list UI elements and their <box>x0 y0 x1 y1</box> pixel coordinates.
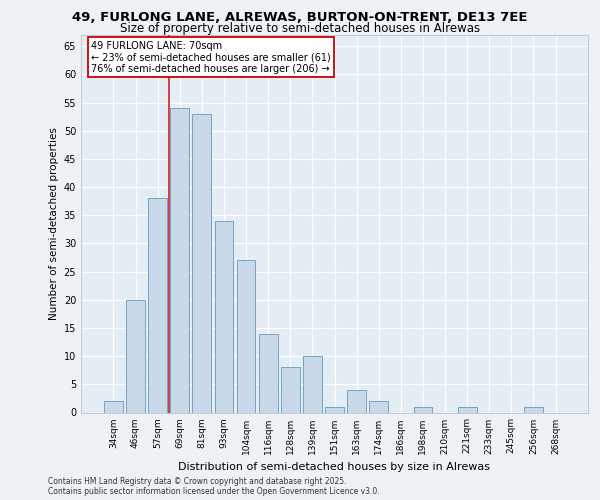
Bar <box>370 401 388 412</box>
Bar <box>215 221 233 412</box>
Bar <box>104 401 123 412</box>
Bar <box>303 356 322 412</box>
Bar <box>148 198 167 412</box>
Bar <box>347 390 366 412</box>
Text: Size of property relative to semi-detached houses in Alrewas: Size of property relative to semi-detach… <box>120 22 480 35</box>
Bar <box>413 407 433 412</box>
Bar <box>458 407 476 412</box>
Text: 49, FURLONG LANE, ALREWAS, BURTON-ON-TRENT, DE13 7EE: 49, FURLONG LANE, ALREWAS, BURTON-ON-TRE… <box>72 11 528 24</box>
Bar <box>193 114 211 412</box>
Bar <box>170 108 189 412</box>
Y-axis label: Number of semi-detached properties: Number of semi-detached properties <box>49 128 59 320</box>
Bar <box>524 407 543 412</box>
Text: 49 FURLONG LANE: 70sqm
← 23% of semi-detached houses are smaller (61)
76% of sem: 49 FURLONG LANE: 70sqm ← 23% of semi-det… <box>91 40 331 74</box>
Bar <box>236 260 256 412</box>
X-axis label: Distribution of semi-detached houses by size in Alrewas: Distribution of semi-detached houses by … <box>179 462 491 472</box>
Bar <box>259 334 278 412</box>
Bar <box>281 368 299 412</box>
Bar <box>325 407 344 412</box>
Text: Contains HM Land Registry data © Crown copyright and database right 2025.
Contai: Contains HM Land Registry data © Crown c… <box>48 476 380 496</box>
Bar <box>126 300 145 412</box>
